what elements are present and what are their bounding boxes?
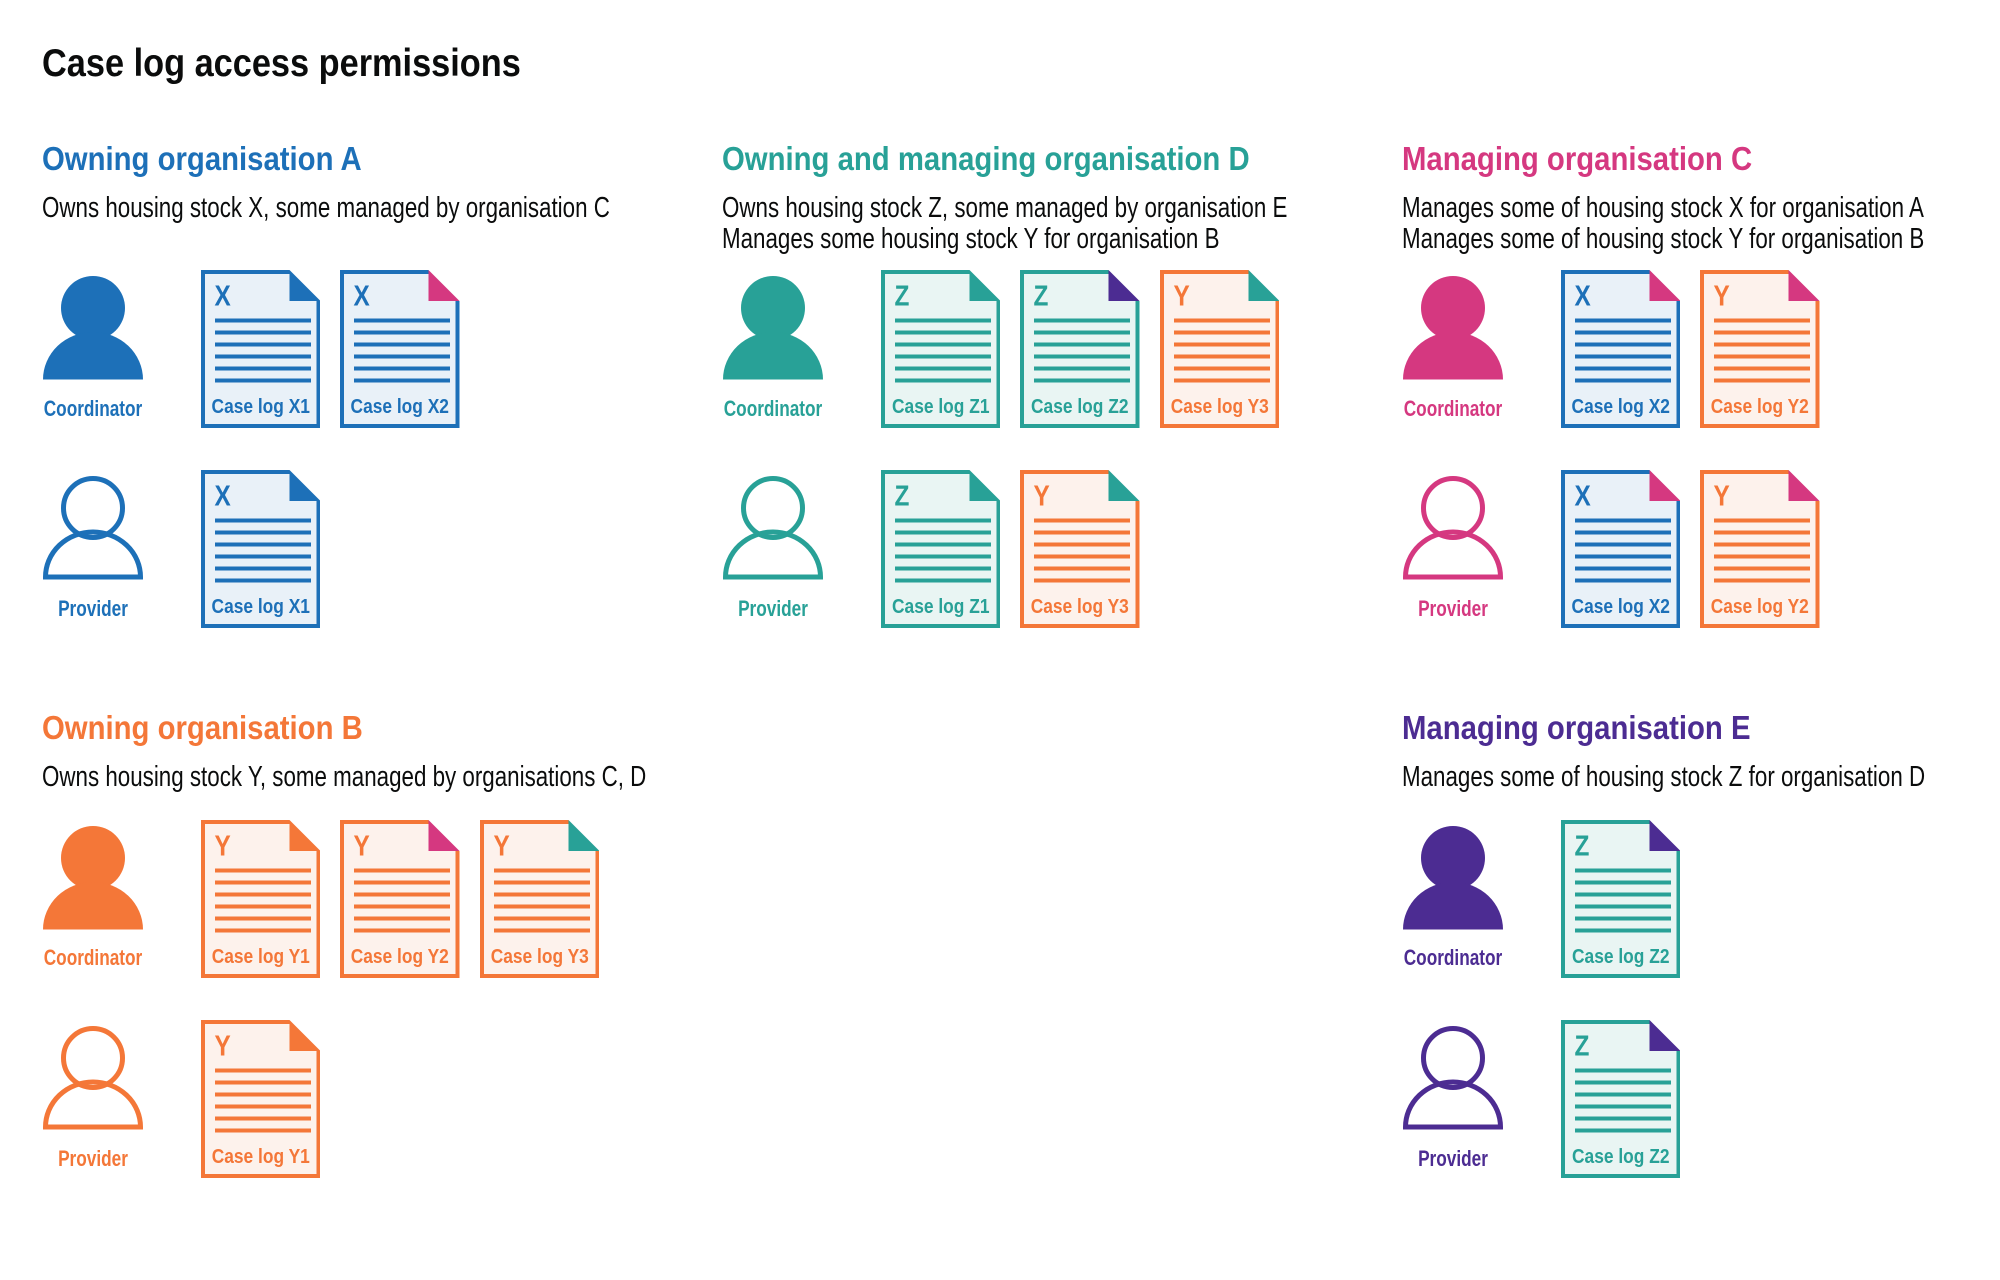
svg-text:Z: Z: [1574, 1030, 1589, 1062]
svg-text:X: X: [214, 280, 230, 312]
svg-text:Y: Y: [1714, 480, 1730, 512]
svg-text:X: X: [1574, 280, 1590, 312]
svg-text:Case log Y2: Case log Y2: [1711, 395, 1809, 418]
svg-text:Case log Y3: Case log Y3: [1170, 395, 1268, 418]
svg-text:Z: Z: [894, 480, 909, 512]
svg-text:Case log Z2: Case log Z2: [1572, 944, 1669, 967]
svg-text:Case log Y2: Case log Y2: [351, 944, 449, 967]
svg-text:Case log X1: Case log X1: [211, 595, 309, 618]
svg-text:Y: Y: [214, 829, 230, 861]
svg-text:Case log Y3: Case log Y3: [1031, 595, 1129, 618]
svg-text:X: X: [354, 280, 370, 312]
svg-text:Y: Y: [493, 829, 509, 861]
svg-text:Case log Z2: Case log Z2: [1572, 1145, 1669, 1168]
svg-text:Case log X1: Case log X1: [211, 395, 309, 418]
svg-text:Y: Y: [214, 1030, 230, 1062]
svg-text:Y: Y: [354, 829, 370, 861]
svg-text:Y: Y: [1173, 280, 1189, 312]
svg-text:Case log X2: Case log X2: [1571, 395, 1669, 418]
svg-text:Case log Z1: Case log Z1: [892, 395, 989, 418]
svg-text:Case log Z1: Case log Z1: [892, 595, 989, 618]
svg-text:Y: Y: [1034, 480, 1050, 512]
svg-text:Case log X2: Case log X2: [351, 395, 449, 418]
svg-text:Case log Y3: Case log Y3: [490, 944, 588, 967]
svg-text:Z: Z: [1574, 829, 1589, 861]
svg-text:Case log Z2: Case log Z2: [1031, 395, 1128, 418]
svg-text:X: X: [1574, 480, 1590, 512]
svg-text:Y: Y: [1714, 280, 1730, 312]
svg-text:Z: Z: [894, 280, 909, 312]
svg-text:Case log X2: Case log X2: [1571, 595, 1669, 618]
svg-text:Z: Z: [1034, 280, 1049, 312]
svg-text:Case log Y1: Case log Y1: [211, 1145, 309, 1168]
svg-text:X: X: [214, 480, 230, 512]
svg-text:Case log Y1: Case log Y1: [211, 944, 309, 967]
svg-text:Case log Y2: Case log Y2: [1711, 595, 1809, 618]
